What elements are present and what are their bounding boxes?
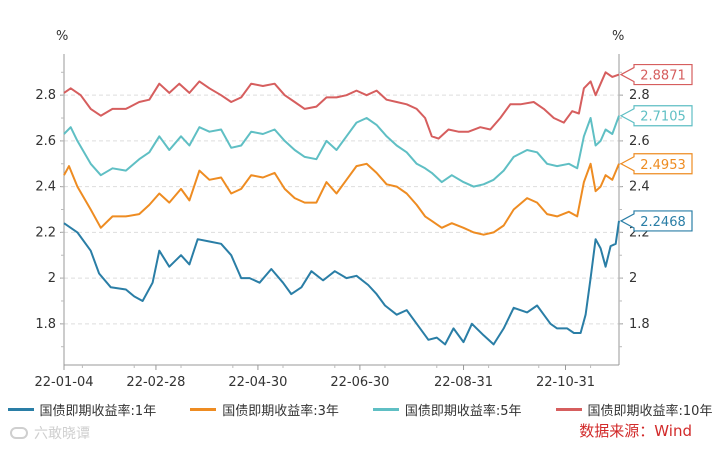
x-tick-label: 22-08-31	[434, 375, 493, 390]
x-tick-label: 22-01-04	[34, 375, 93, 390]
right-y-ticks: 1.822.22.42.62.8	[619, 71, 650, 348]
series-line-4	[63, 71, 620, 140]
end-value-labels: 2.2468 2.4953 2.7105 2.8871	[619, 63, 693, 232]
right-y-tick-label: 2.6	[629, 134, 650, 149]
left-y-tick-label: 2.2	[35, 225, 56, 240]
left-y-tick-label: 2.6	[35, 134, 56, 149]
left-y-tick-label: 2.4	[35, 180, 56, 195]
left-y-tick-label: 2	[48, 271, 56, 286]
right-y-tick-label: 2.8	[629, 88, 650, 103]
x-tick-label: 22-06-30	[330, 375, 389, 390]
left-y-tick-label: 2.8	[35, 88, 56, 103]
yield-chart: % % 1.822.22.42.62.8 1.822.22.42.62.8 22…	[34, 29, 693, 390]
end-label-box	[619, 63, 693, 86]
end-value-label: 2.7105	[640, 110, 686, 125]
legend-item: 国债即期收益率:3年	[190, 398, 339, 420]
end-value-label: 2.2468	[640, 215, 686, 230]
legend-swatch	[7, 407, 34, 411]
legend: 国债即期收益率:1年 国债即期收益率:3年 国债即期收益率:5年 国债即期收益率:10…	[0, 398, 720, 420]
legend-swatch	[372, 407, 399, 411]
legend-label: 国债即期收益率:3年	[222, 403, 339, 419]
legend-label: 国债即期收益率:10年	[587, 403, 713, 419]
legend-item: 国债即期收益率:10年	[555, 398, 713, 420]
legend-label: 国债即期收益率:1年	[39, 403, 157, 419]
left-unit-label: %	[56, 29, 68, 44]
end-value-label: 2.4953	[640, 158, 686, 173]
x-tick-label: 22-10-31	[536, 375, 595, 390]
left-y-tick-label: 1.8	[35, 317, 56, 332]
legend-swatch	[555, 407, 582, 411]
end-label-box	[619, 153, 693, 175]
gridlines	[64, 94, 619, 325]
watermark-text: 六敢晓谭	[34, 426, 90, 442]
legend-item: 国债即期收益率:1年	[7, 398, 157, 420]
watermark-logo-icon	[10, 427, 28, 439]
series-line-1	[63, 220, 620, 346]
end-value-label: 2.8871	[640, 69, 686, 84]
x-tick-label: 22-02-28	[126, 375, 185, 390]
right-unit-label: %	[612, 29, 624, 44]
left-y-ticks: 1.8 2 2.2 2.4 2.6 2.8	[35, 71, 64, 348]
watermark: 六敢晓谭	[10, 423, 90, 443]
legend-swatch	[190, 407, 217, 411]
x-tick-label: 22-04-30	[228, 375, 287, 390]
x-ticks: 22-01-04 22-02-28 22-04-30 22-06-30 22-08-31…	[34, 365, 595, 390]
right-y-tick-label: 2	[629, 271, 637, 286]
right-y-tick-label: 2.4	[629, 180, 650, 195]
right-y-tick-label: 1.8	[629, 317, 650, 332]
series-line-2	[63, 162, 620, 236]
series-line-3	[63, 115, 620, 188]
source-note: 数据来源：Wind	[579, 422, 692, 440]
legend-label: 国债即期收益率:5年	[404, 403, 522, 419]
series-lines	[63, 71, 620, 346]
end-label-box	[619, 210, 693, 232]
legend-item: 国债即期收益率:5年	[372, 398, 522, 420]
end-label-box	[619, 105, 693, 127]
